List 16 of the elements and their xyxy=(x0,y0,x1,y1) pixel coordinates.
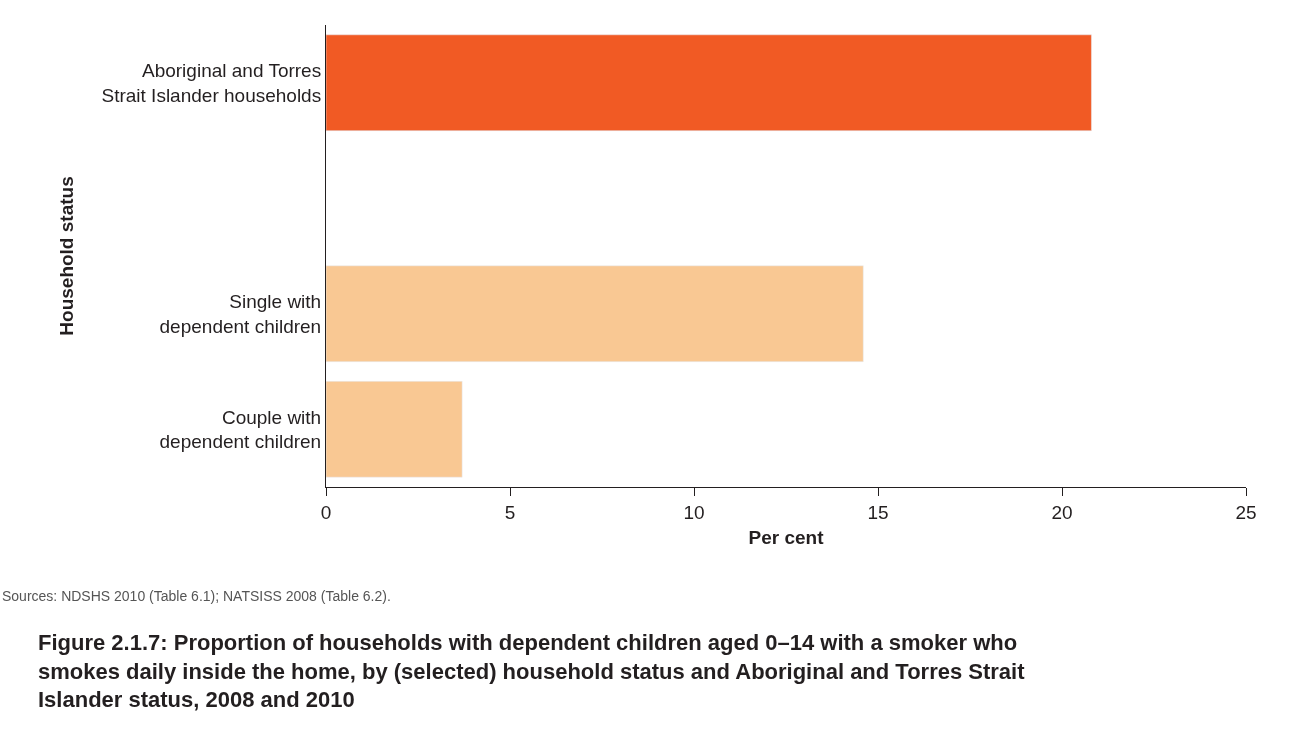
y-tick-label: Couple with dependent children xyxy=(159,406,322,453)
text: Figure 2.1.7: Proportion of households with dependent children aged 0–14 with a smoker who smokes daily inside the home, by (selected) household status and Aboriginal and Torres Strait Islander status, 2008 and 2010 xyxy=(38,630,1026,713)
bar xyxy=(326,265,864,362)
x-tick-label: 25 xyxy=(1235,501,1257,523)
y-tick-label: Single with dependent children xyxy=(159,291,322,337)
x-tick-label: 10 xyxy=(683,501,705,523)
y-axis-title: Household status xyxy=(56,176,78,336)
x-axis-title: Per cent xyxy=(748,526,825,548)
x-tick-label: 20 xyxy=(1051,501,1073,523)
x-tick-label: 15 xyxy=(867,501,889,523)
bar xyxy=(326,381,463,478)
source-note: Sources: NDSHS 2010 (Table 6.1); NATSISS 2008 (Table 6.2). xyxy=(2,588,391,604)
x-tick-label: 0 xyxy=(320,501,332,523)
y-tick-label: Aboriginal and Torres Strait Islander households xyxy=(101,60,322,106)
x-tick-label: 5 xyxy=(504,501,516,523)
bar xyxy=(326,34,1092,131)
